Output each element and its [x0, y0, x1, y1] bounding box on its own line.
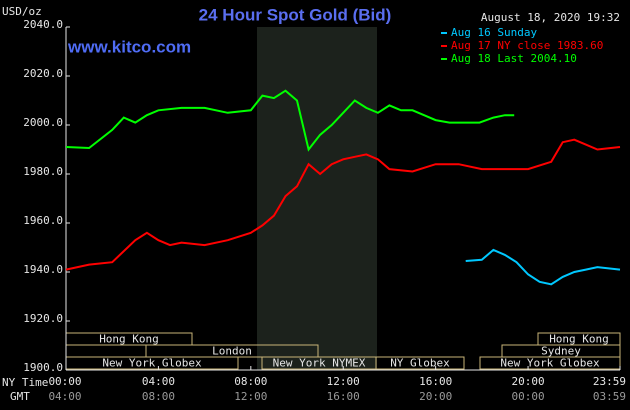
shaded-session [257, 27, 377, 370]
x-tick-label: 16:00 [419, 375, 452, 388]
series-line [465, 248, 621, 286]
y-tick-label: 2040.0 [23, 18, 63, 31]
y-tick-label: 2020.0 [23, 67, 63, 80]
gmt-tick-label: 08:00 [142, 390, 175, 403]
y-axis-label: USD/oz [2, 5, 42, 18]
session-label: Hong Kong [99, 333, 159, 346]
chart-title: 24 Hour Spot Gold (Bid) [199, 5, 392, 24]
y-tick-label: 1920.0 [23, 312, 63, 325]
gmt-tick-label: 04:00 [48, 390, 81, 403]
gmt-tick-label: 03:59 [593, 390, 626, 403]
session-label: Hong Kong [549, 333, 609, 346]
gmt-tick-label: 16:00 [327, 390, 360, 403]
session-box [479, 356, 621, 370]
timestamp: August 18, 2020 19:32 [481, 11, 620, 24]
x-tick-label: 04:00 [142, 375, 175, 388]
legend-label: Aug 17 NY close 1983.60 [451, 39, 603, 52]
x-tick-label: 12:00 [327, 375, 360, 388]
series-line [65, 138, 621, 271]
x-tick-label: 08:00 [234, 375, 267, 388]
gmt-tick-label: 20:00 [419, 390, 452, 403]
legend-label: Aug 16 Sunday [451, 26, 537, 39]
legend-label: Aug 18 Last 2004.10 [451, 52, 577, 65]
session-box [375, 356, 465, 370]
watermark: www.kitco.com [67, 37, 191, 56]
y-tick-label: 1960.0 [23, 214, 63, 227]
session-label: New York NYMEX [273, 357, 366, 370]
session-label: New York Globex [500, 357, 600, 370]
gmt-tick-label: 00:00 [511, 390, 544, 403]
x-tick-label: 00:00 [48, 375, 81, 388]
x-axis-label: NY Time [2, 376, 48, 389]
y-tick-label: 1940.0 [23, 263, 63, 276]
session-label: NY Globex [390, 357, 450, 370]
x2-axis-label: GMT [10, 390, 30, 403]
series-line [65, 89, 515, 152]
session-label: New York Globex [102, 357, 202, 370]
session-label: London [212, 345, 252, 358]
y-tick-label: 1980.0 [23, 165, 63, 178]
y-tick-label: 2000.0 [23, 116, 63, 129]
sessions: Hong Kong London New York Globex New York N… [65, 332, 621, 370]
x-tick-label: 20:00 [511, 375, 544, 388]
gmt-tick-label: 12:00 [234, 390, 267, 403]
y-tick-label: 1900.0 [23, 361, 63, 374]
x-tick-label: 23:59 [593, 375, 626, 388]
session-label: Sydney [541, 345, 581, 358]
